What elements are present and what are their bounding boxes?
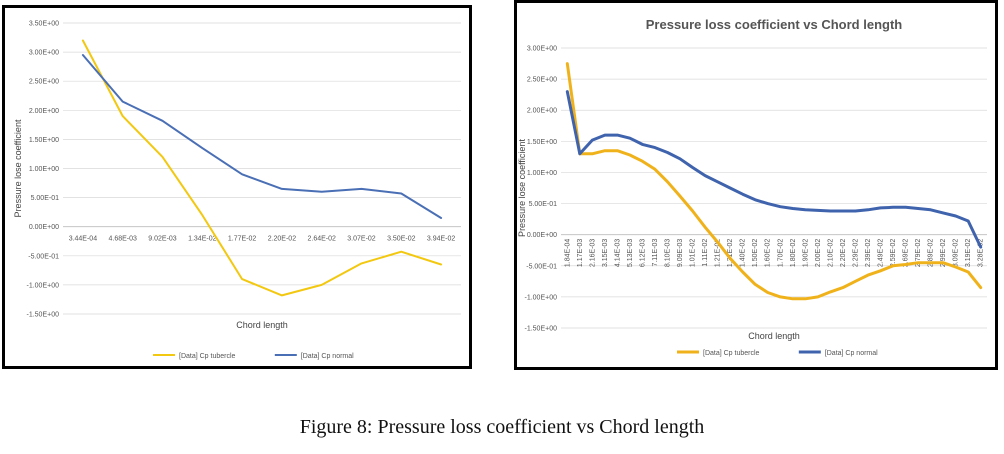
x-tick-label: 1.31E-02 bbox=[727, 239, 734, 268]
y-axis-title: Pressure lose coefficient bbox=[13, 119, 23, 217]
y-tick-label: 3.50E+00 bbox=[29, 21, 59, 28]
series-line bbox=[81, 54, 443, 219]
x-tick-label: 1.77E-02 bbox=[228, 236, 257, 243]
x-tick-label: 2.20E-02 bbox=[268, 236, 297, 243]
y-axis-title: Pressure lose coefficient bbox=[517, 139, 527, 237]
x-tick-label: 9.09E-03 bbox=[677, 239, 684, 268]
x-tick-label: 2.20E-02 bbox=[840, 239, 847, 268]
x-tick-label: 1.60E-02 bbox=[765, 239, 772, 268]
x-tick-label: 1.17E-03 bbox=[577, 239, 584, 268]
x-tick-label: 1.34E-02 bbox=[188, 236, 217, 243]
chart-title: Pressure loss coefficient vs Chord lengt… bbox=[646, 17, 903, 32]
legend-label: [Data] Cp normal bbox=[301, 353, 354, 360]
x-tick-label: 3.94E-02 bbox=[427, 236, 456, 243]
x-tick-label: 1.70E-02 bbox=[777, 239, 784, 268]
x-tick-label: 3.19E-02 bbox=[965, 239, 972, 268]
y-tick-label: 2.00E+00 bbox=[527, 108, 557, 115]
x-tick-label: 1.80E-02 bbox=[790, 239, 797, 268]
x-tick-label: 2.00E-02 bbox=[815, 239, 822, 268]
y-tick-label: 0.00E+00 bbox=[527, 232, 557, 239]
x-tick-label: 3.50E-02 bbox=[387, 236, 416, 243]
y-tick-label: 1.00E+00 bbox=[527, 170, 557, 177]
x-tick-label: 2.89E-02 bbox=[928, 239, 935, 268]
x-tick-label: 2.29E-02 bbox=[852, 239, 859, 268]
y-tick-label: -1.50E+00 bbox=[525, 326, 558, 333]
x-tick-label: 3.28E-02 bbox=[978, 239, 985, 268]
x-tick-label: 2.64E-02 bbox=[307, 236, 336, 243]
x-tick-label: 8.10E-03 bbox=[665, 239, 672, 268]
x-axis-title: Chord length bbox=[748, 331, 800, 341]
x-tick-label: 3.07E-02 bbox=[347, 236, 376, 243]
series-line bbox=[565, 90, 983, 249]
x-tick-label: 3.09E-02 bbox=[953, 239, 960, 268]
y-tick-label: 5.00E-01 bbox=[31, 195, 60, 202]
x-tick-label: 9.02E-03 bbox=[148, 236, 177, 243]
x-tick-label: 3.44E-04 bbox=[69, 236, 98, 243]
y-tick-label: 1.50E+00 bbox=[527, 139, 557, 146]
y-tick-label: 2.00E+00 bbox=[29, 108, 59, 115]
x-tick-label: 2.69E-02 bbox=[903, 239, 910, 268]
y-tick-label: -1.00E+00 bbox=[27, 282, 60, 289]
y-tick-label: 1.00E+00 bbox=[29, 166, 59, 173]
legend-label: [Data] Cp normal bbox=[825, 350, 878, 357]
x-tick-label: 2.39E-02 bbox=[865, 239, 872, 268]
x-tick-label: 1.50E-02 bbox=[752, 239, 759, 268]
y-tick-label: 2.50E+00 bbox=[527, 77, 557, 84]
x-tick-label: 7.11E-03 bbox=[652, 239, 659, 267]
x-tick-label: 1.84E-04 bbox=[564, 239, 571, 268]
legend-label: [Data] Cp tubercle bbox=[703, 350, 760, 357]
x-tick-label: 1.90E-02 bbox=[802, 239, 809, 268]
y-tick-label: 3.00E+00 bbox=[29, 50, 59, 57]
left-chart: 3.50E+00 3.00E+00 2.50E+00 2.00E+00 1.50E+00… bbox=[13, 21, 461, 360]
right-chart-panel: Pressure loss coefficient vs Chord lengt… bbox=[514, 0, 998, 370]
series-line bbox=[565, 62, 983, 301]
left-chart-panel: 3.50E+00 3.00E+00 2.50E+00 2.00E+00 1.50E+00… bbox=[2, 5, 472, 369]
x-tick-label: 1.01E-02 bbox=[690, 239, 697, 268]
x-tick-label: 2.79E-02 bbox=[915, 239, 922, 268]
series-line bbox=[81, 39, 443, 297]
legend-label: [Data] Cp tubercle bbox=[179, 353, 236, 360]
figure-caption: Figure 8: Pressure loss coefficient vs C… bbox=[299, 416, 705, 438]
y-tick-label: -1.00E+00 bbox=[525, 294, 558, 301]
x-tick-label: 1.40E-02 bbox=[740, 239, 747, 268]
x-tick-label: 1.11E-02 bbox=[702, 239, 709, 267]
x-tick-label: 2.10E-02 bbox=[827, 239, 834, 268]
x-tick-label: 4.68E-03 bbox=[108, 236, 137, 243]
y-tick-label: -5.00E-01 bbox=[526, 263, 557, 270]
x-tick-label: 2.59E-02 bbox=[890, 239, 897, 268]
y-tick-label: -1.50E+00 bbox=[27, 312, 60, 319]
x-tick-label: 6.12E-03 bbox=[639, 239, 646, 268]
x-tick-label: 2.99E-02 bbox=[940, 239, 947, 268]
x-tick-label: 1.21E-02 bbox=[715, 239, 722, 268]
y-tick-label: 5.00E-01 bbox=[529, 201, 558, 208]
y-tick-label: 3.00E+00 bbox=[527, 46, 557, 53]
x-axis-title: Chord length bbox=[236, 320, 288, 330]
y-tick-label: 1.50E+00 bbox=[29, 137, 59, 144]
y-tick-label: 0.00E+00 bbox=[29, 224, 59, 231]
x-tick-label: 4.14E-03 bbox=[614, 239, 621, 268]
y-tick-label: 2.50E+00 bbox=[29, 79, 59, 86]
x-tick-label: 5.13E-03 bbox=[627, 239, 634, 268]
x-tick-label: 2.16E-03 bbox=[589, 239, 596, 268]
right-chart: Pressure loss coefficient vs Chord lengt… bbox=[517, 17, 987, 357]
x-tick-label: 3.15E-03 bbox=[602, 239, 609, 268]
y-tick-label: -5.00E-01 bbox=[28, 253, 59, 260]
x-tick-label: 2.49E-02 bbox=[878, 239, 885, 268]
